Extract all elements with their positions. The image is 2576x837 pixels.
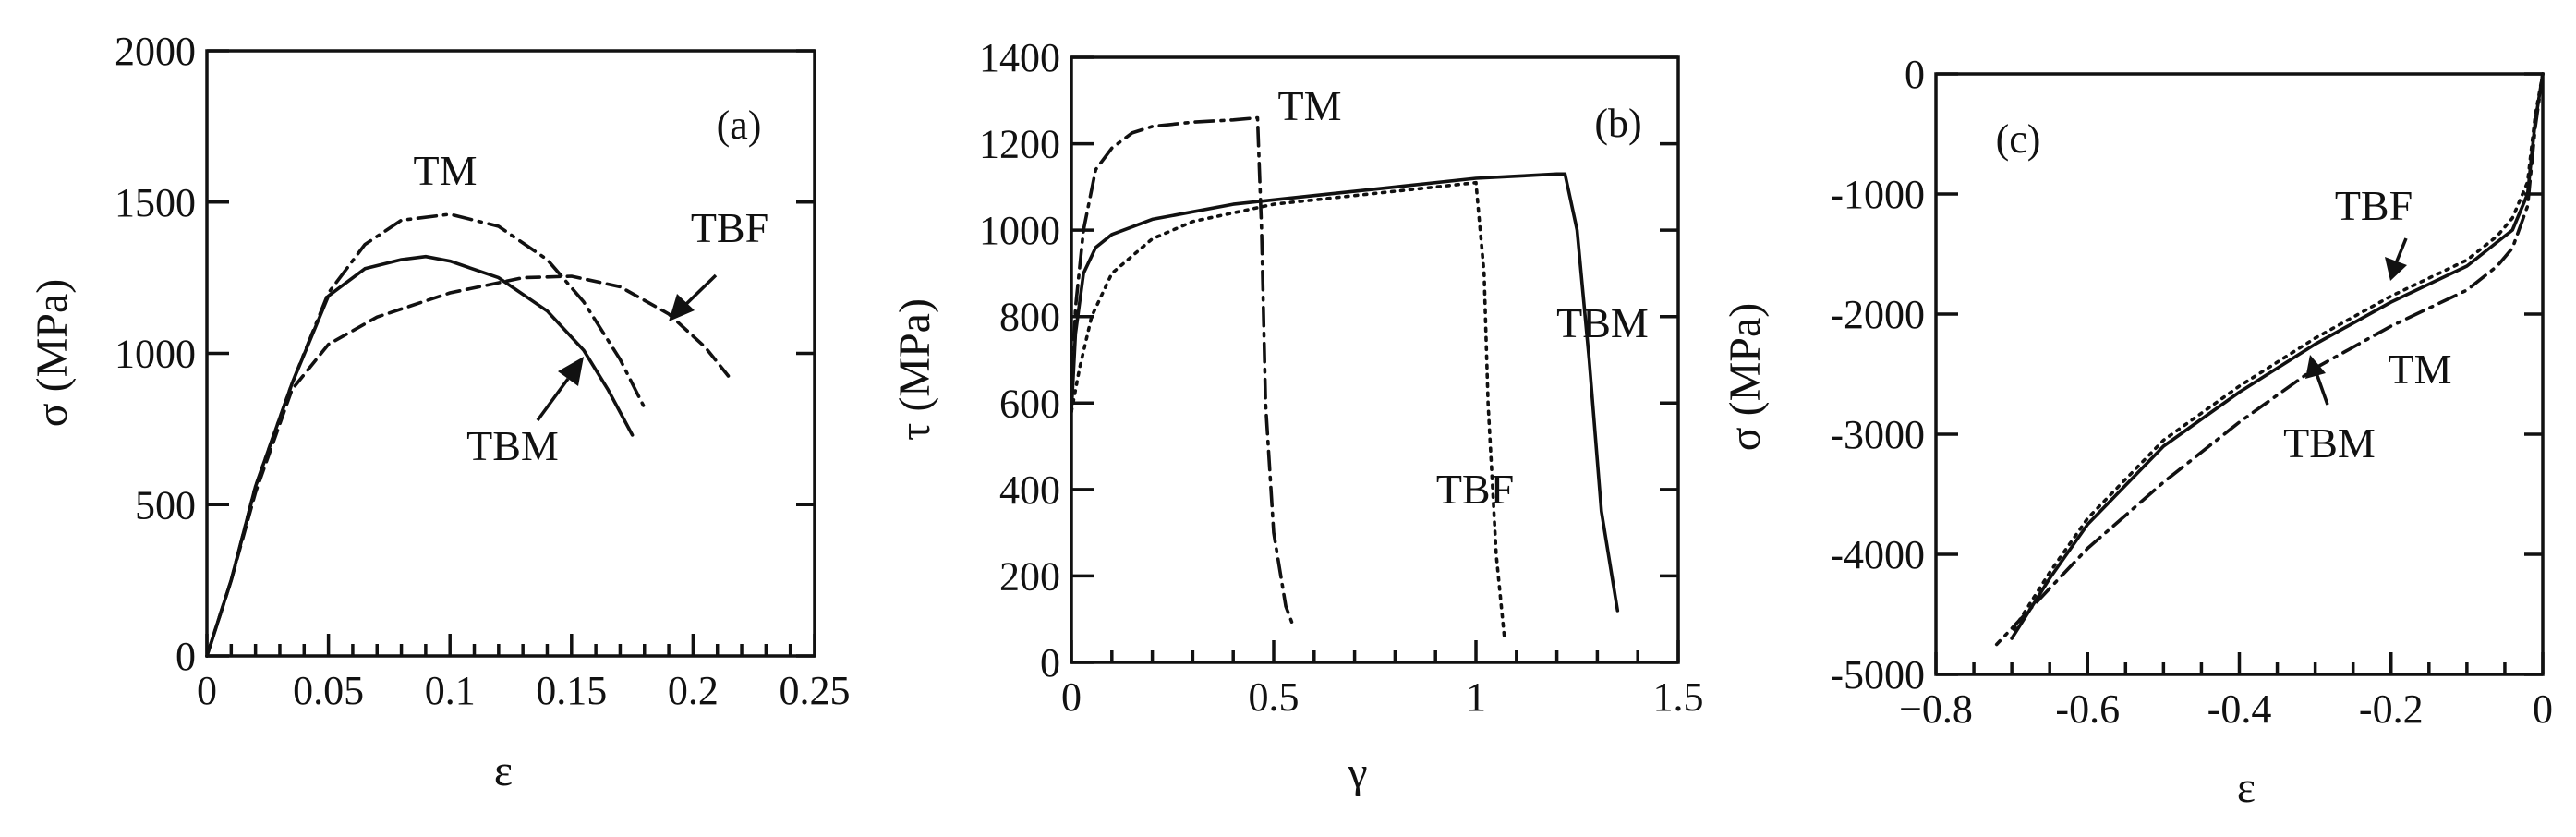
panel-0-y-tick-label: 500 <box>135 482 196 528</box>
panel-b-label-tm: TM <box>1278 82 1342 129</box>
panel-1-x-tick-label: 1 <box>1466 674 1486 720</box>
panel-2-y-tick-label: 0 <box>1905 52 1925 97</box>
panel-b-tag: (b) <box>1594 101 1641 146</box>
panel-1-x-tick-label: 1.5 <box>1653 674 1704 720</box>
panel-2-series-tbm <box>2010 72 2545 640</box>
panel-b-y-label: τ (MPa) <box>890 298 939 441</box>
panel-2-x-tick-label: −0.8 <box>1899 686 1973 732</box>
panel-2-y-tick-label: -4000 <box>1830 532 1925 577</box>
panel-1-y-tick-label: 400 <box>999 467 1060 513</box>
panel-b-y-ticks: 0 200 400 600 800 1000 1200 1400 <box>979 35 1678 685</box>
panel-a-tag: (a) <box>717 103 762 148</box>
panel-c-curves <box>1994 72 2545 647</box>
panel-c-x-label: ε <box>2237 763 2256 812</box>
panel-a-label-tm: TM <box>414 147 478 194</box>
panel-2-x-tick-label: -0.2 <box>2359 686 2424 732</box>
panel-0-x-tick-label: 0 <box>197 668 217 713</box>
panel-a-y-label: σ (MPa) <box>28 279 77 428</box>
panel-1-y-tick-label: 200 <box>999 553 1060 599</box>
panel-1-series-tbm <box>1070 172 1620 613</box>
panel-1-y-tick-label: 0 <box>1040 640 1060 685</box>
panel-c-arrow-tbm <box>2315 372 2329 406</box>
panel-b-label-tbf: TBF <box>1436 466 1514 513</box>
panel-c: −0.8 -0.6 -0.4 -0.2 0 0 -1000 -2000 -3000 -4000 -… <box>1721 52 2553 812</box>
panel-0-y-tick-label: 2000 <box>115 29 196 74</box>
panel-a-curves <box>205 212 732 658</box>
panel-2-y-tick-label: -5000 <box>1830 652 1925 698</box>
panel-a-arrowhead-tbf <box>669 294 695 321</box>
panel-a-x-ticks: 0 0.05 0.1 0.15 0.2 0.25 <box>197 634 851 713</box>
panel-2-y-tick-label: -1000 <box>1830 172 1925 217</box>
panel-0-x-tick-label: 0.05 <box>293 668 364 713</box>
panel-1-y-tick-label: 1200 <box>979 122 1060 167</box>
panel-b-label-tbm: TBM <box>1556 299 1649 346</box>
panel-b-frame <box>1070 55 1680 664</box>
panel-2-x-tick-label: 0 <box>2533 686 2553 732</box>
panel-c-arrow-tbf <box>2394 237 2408 264</box>
panel-0-series-tbf <box>205 274 732 658</box>
panel-1-y-tick-label: 1000 <box>979 208 1060 253</box>
panel-0-y-tick-label: 0 <box>175 634 196 679</box>
panel-a-arrow-tbm <box>536 377 570 422</box>
panel-0-y-tick-label: 1000 <box>115 332 196 377</box>
panel-b-curves <box>1070 115 1620 638</box>
panel-a-arrowhead-tbm <box>558 357 584 386</box>
panel-c-y-ticks: 0 -1000 -2000 -3000 -4000 -5000 <box>1830 52 2543 698</box>
panel-1-x-tick-label: 0 <box>1061 674 1082 720</box>
panel-a-x-label: ε <box>494 746 513 795</box>
panel-b: 0 0.5 1 1.5 0 200 400 600 800 1000 1200 1400 γ τ (… <box>890 35 1704 797</box>
panel-b-x-label: γ <box>1347 748 1367 797</box>
panel-c-y-label: σ (MPa) <box>1721 303 1770 452</box>
panel-2-x-tick-label: -0.6 <box>2055 686 2120 732</box>
panel-c-label-tm: TM <box>2389 346 2452 393</box>
panel-0-x-tick-label: 0.25 <box>780 668 851 713</box>
panel-a-label-tbf: TBF <box>691 204 768 251</box>
panel-a-arrow-tbf <box>682 273 718 309</box>
panel-1-x-tick-label: 0.5 <box>1249 674 1300 720</box>
panel-1-series-tbf <box>1070 180 1506 638</box>
panel-2-series-tm <box>1994 72 2545 647</box>
panel-0-x-tick-label: 0.15 <box>536 668 607 713</box>
panel-a: 0 0.05 0.1 0.15 0.2 0.25 0 500 1000 1500 2000 ε σ… <box>28 29 851 795</box>
panel-1-y-tick-label: 600 <box>999 381 1060 426</box>
panel-2-series-tbf <box>2010 72 2545 635</box>
panel-1-y-tick-label: 1400 <box>979 35 1060 80</box>
panel-c-tag: (c) <box>1996 116 2041 162</box>
panel-1-y-tick-label: 800 <box>999 295 1060 340</box>
panel-2-y-tick-label: -2000 <box>1830 292 1925 337</box>
panel-2-x-tick-label: -0.4 <box>2207 686 2272 732</box>
panel-a-label-tbm: TBM <box>466 422 559 469</box>
panel-c-label-tbf: TBF <box>2335 182 2413 229</box>
panel-c-arrowhead-tbm <box>2305 355 2326 379</box>
panel-a-y-ticks: 0 500 1000 1500 2000 <box>115 29 815 679</box>
panel-b-x-ticks: 0 0.5 1 1.5 <box>1061 640 1704 720</box>
panel-2-y-tick-label: -3000 <box>1830 412 1925 457</box>
panel-0-x-tick-label: 0.1 <box>425 668 476 713</box>
panel-c-arrowhead-tbf <box>2385 257 2407 281</box>
panel-0-x-tick-label: 0.2 <box>668 668 719 713</box>
panel-0-series-tm <box>205 212 647 658</box>
panel-0-series-tbm <box>205 254 635 658</box>
panel-c-label-tbm: TBM <box>2283 419 2376 467</box>
panel-c-x-ticks: −0.8 -0.6 -0.4 -0.2 0 <box>1899 652 2553 732</box>
panel-1-series-tm <box>1070 115 1296 630</box>
panel-0-y-tick-label: 1500 <box>115 180 196 225</box>
